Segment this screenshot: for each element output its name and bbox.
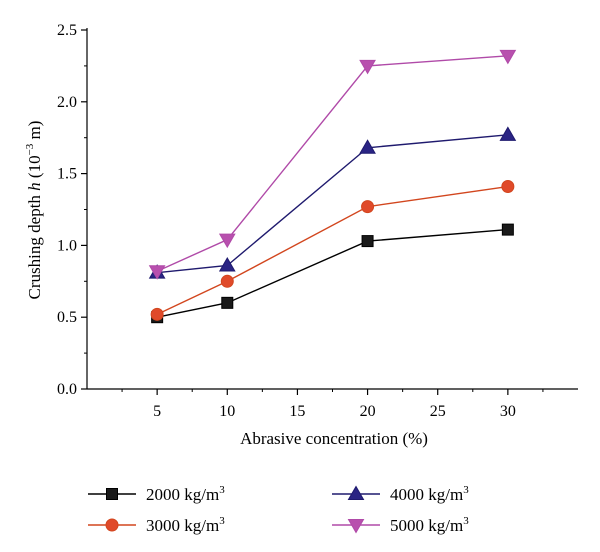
series-4 [148,49,517,280]
x-axis-label: Abrasive concentration (%) [240,429,428,448]
data-point [361,235,374,248]
data-point [501,223,514,236]
series-3 [148,126,517,279]
x-tick-label: 15 [289,403,305,420]
data-point [221,296,234,309]
data-point [499,49,517,65]
series-2 [150,180,515,321]
data-point [499,126,517,141]
y-tick-label: 2.5 [57,22,77,39]
legend-item: 2000 kg/m3 [88,484,225,504]
data-point [148,265,166,280]
x-tick-label: 25 [430,403,446,420]
x-tick-label: 30 [500,403,516,420]
data-point [220,274,234,288]
y-tick-label: 0.5 [57,309,77,326]
y-tick-label: 0.0 [57,381,77,398]
axes [86,28,578,390]
series-line [156,55,508,272]
series-line [157,228,508,318]
legend-label: 2000 kg/m3 [146,484,225,504]
x-axis-ticks: 5 10 15 20 25 30 [121,389,544,420]
legend-marker [106,488,118,500]
x-tick-label: 5 [153,403,161,420]
legend-label: 3000 kg/m3 [146,515,225,535]
data-point [359,59,376,75]
data-point [218,233,236,249]
x-tick-label: 20 [360,403,376,420]
data-point [150,307,164,321]
y-tick-label: 1.5 [57,166,77,183]
y-tick-label: 2.0 [57,94,77,111]
legend-item: 4000 kg/m3 [332,484,469,504]
x-tick-label: 10 [219,403,235,420]
data-point [218,257,236,272]
legend-item: 3000 kg/m3 [88,515,225,535]
data-point [361,200,375,214]
y-tick-label: 1.0 [57,237,77,254]
legend-marker [105,518,119,532]
series-line [157,134,508,274]
legend-item: 5000 kg/m3 [332,515,469,535]
series-1 [151,223,514,324]
y-axis-label: Crushing depth h (10−3 m) [24,121,44,300]
data-point [359,139,376,154]
legend-marker [347,485,365,500]
legend-marker [347,519,365,534]
legend-label: 4000 kg/m3 [390,484,469,504]
data-point [501,180,515,194]
legend: 2000 kg/m3 3000 kg/m3 4000 kg/m3 5000 kg/m3 [88,484,469,535]
legend-label: 5000 kg/m3 [390,515,469,535]
y-axis-ticks: 0.0 0.5 1.0 1.5 2.0 2.5 [57,22,87,398]
plot-area [148,49,517,324]
series-line [156,185,508,315]
